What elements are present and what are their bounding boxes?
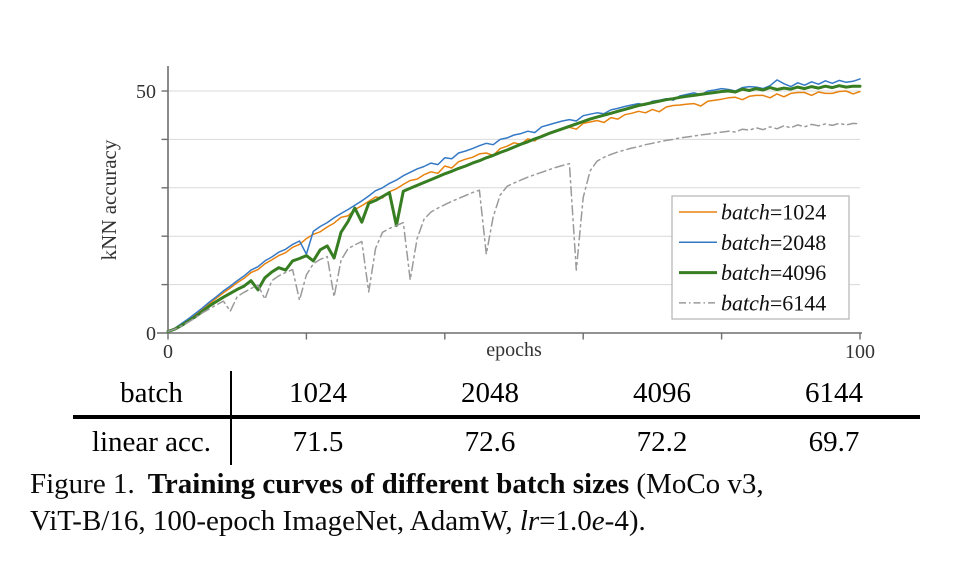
table-cell-batch-4: 6144 bbox=[805, 376, 863, 409]
training-curves-chart: 0 100 0 50 epochs kNN accuracy batch=1024 batch… bbox=[97, 66, 875, 363]
table-row-linear-acc: linear acc. 71.5 72.6 72.2 69.7 bbox=[73, 419, 920, 465]
series-line-batch-4096 bbox=[166, 84, 862, 333]
table-header-batch: batch bbox=[73, 371, 232, 415]
legend-box bbox=[671, 195, 850, 320]
caption-line2-pre: ViT-B/16, 100-epoch ImageNet, AdamW, bbox=[30, 505, 520, 537]
figure-caption: Figure 1. Training curves of different ba… bbox=[30, 466, 965, 540]
results-table: batch 1024 2048 4096 6144 linear acc. 71… bbox=[73, 371, 920, 465]
y-tick-label: 50 bbox=[136, 81, 156, 103]
legend-label-batch-4096: batch=4096 bbox=[721, 260, 826, 285]
table-cell-batch-1: 1024 bbox=[289, 376, 347, 409]
y-tick-label: 0 bbox=[146, 323, 156, 345]
legend-label-batch-2048: batch=2048 bbox=[721, 230, 826, 255]
series-line-batch-1024 bbox=[167, 90, 861, 333]
x-axis-label: epochs bbox=[486, 339, 542, 361]
caption-figure-label: Figure 1. bbox=[30, 468, 135, 500]
caption-e-italic: e bbox=[591, 505, 605, 537]
table-cell-batch-2: 2048 bbox=[461, 376, 519, 409]
caption-title-bold: Training curves of different batch sizes bbox=[147, 468, 630, 500]
x-tick-label: 0 bbox=[163, 341, 173, 363]
legend-label-batch-6144: batch=6144 bbox=[721, 290, 826, 315]
y-axis-label: kNN accuracy bbox=[97, 139, 121, 260]
table-cell-acc-4: 69.7 bbox=[808, 425, 860, 458]
table-cell-acc-3: 72.2 bbox=[636, 425, 688, 458]
caption-after-title: (MoCo v3, bbox=[629, 468, 764, 500]
legend-label-batch-1024: batch=1024 bbox=[721, 200, 826, 225]
caption-line2-end: -4). bbox=[604, 505, 646, 537]
table-cell-batch-3: 4096 bbox=[633, 376, 691, 409]
caption-lr-italic: lr bbox=[519, 505, 540, 537]
table-cell-acc-2: 72.6 bbox=[464, 425, 516, 458]
series-line-batch-2048 bbox=[167, 78, 861, 333]
table-header-linear-acc: linear acc. bbox=[73, 419, 232, 465]
table-cell-acc-1: 71.5 bbox=[292, 425, 344, 458]
caption-eq-mid: =1.0 bbox=[539, 505, 592, 537]
table-row-batch: batch 1024 2048 4096 6144 bbox=[73, 371, 920, 419]
x-tick-label: 100 bbox=[845, 341, 875, 363]
series-line-batch-6144 bbox=[167, 122, 861, 333]
